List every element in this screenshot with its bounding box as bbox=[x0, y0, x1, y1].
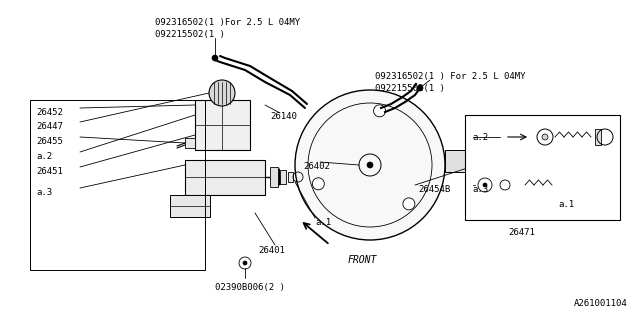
Text: A261001104: A261001104 bbox=[574, 299, 628, 308]
Circle shape bbox=[542, 134, 548, 140]
Text: 26401: 26401 bbox=[258, 246, 285, 255]
Circle shape bbox=[417, 85, 423, 91]
Circle shape bbox=[403, 198, 415, 210]
Circle shape bbox=[295, 90, 445, 240]
Text: 092316502(1 ) For 2.5 L 04MY: 092316502(1 ) For 2.5 L 04MY bbox=[375, 72, 525, 81]
Bar bbox=[280, 170, 286, 184]
Text: 092316502(1 )For 2.5 L 04MY: 092316502(1 )For 2.5 L 04MY bbox=[155, 18, 300, 27]
Text: 26140: 26140 bbox=[270, 112, 297, 121]
Circle shape bbox=[374, 105, 385, 117]
Circle shape bbox=[312, 178, 324, 190]
Bar bbox=[30, 100, 205, 270]
Text: FRONT: FRONT bbox=[348, 255, 378, 265]
Bar bbox=[465, 115, 620, 220]
Text: a.2: a.2 bbox=[36, 152, 52, 161]
Text: 02390B006(2 ): 02390B006(2 ) bbox=[215, 283, 285, 292]
Bar bbox=[270, 167, 278, 187]
Bar bbox=[170, 195, 210, 217]
Text: a.1: a.1 bbox=[315, 218, 331, 227]
Text: 26455: 26455 bbox=[36, 137, 63, 146]
Text: 26471: 26471 bbox=[508, 228, 535, 237]
Bar bbox=[477, 153, 489, 169]
Text: a.3: a.3 bbox=[36, 188, 52, 197]
Bar bbox=[288, 172, 293, 182]
Bar bbox=[185, 160, 265, 195]
Text: a.3: a.3 bbox=[472, 185, 488, 194]
Text: 092215502(1 ): 092215502(1 ) bbox=[375, 84, 445, 93]
Bar bbox=[195, 100, 250, 150]
Circle shape bbox=[212, 55, 218, 61]
Text: 092215502(1 ): 092215502(1 ) bbox=[155, 30, 225, 39]
Text: 26451: 26451 bbox=[36, 167, 63, 176]
Circle shape bbox=[209, 80, 235, 106]
Text: a.1: a.1 bbox=[558, 200, 574, 209]
Text: 26402: 26402 bbox=[303, 162, 330, 171]
Bar bbox=[445, 150, 475, 172]
Text: 26454B: 26454B bbox=[418, 185, 451, 194]
Text: a.2: a.2 bbox=[472, 133, 488, 142]
Circle shape bbox=[483, 183, 487, 187]
Bar bbox=[185, 138, 195, 148]
Text: 26447: 26447 bbox=[36, 122, 63, 131]
Circle shape bbox=[367, 162, 373, 168]
Circle shape bbox=[243, 261, 247, 265]
Bar bbox=[595, 129, 601, 145]
Text: 26452: 26452 bbox=[36, 108, 63, 117]
